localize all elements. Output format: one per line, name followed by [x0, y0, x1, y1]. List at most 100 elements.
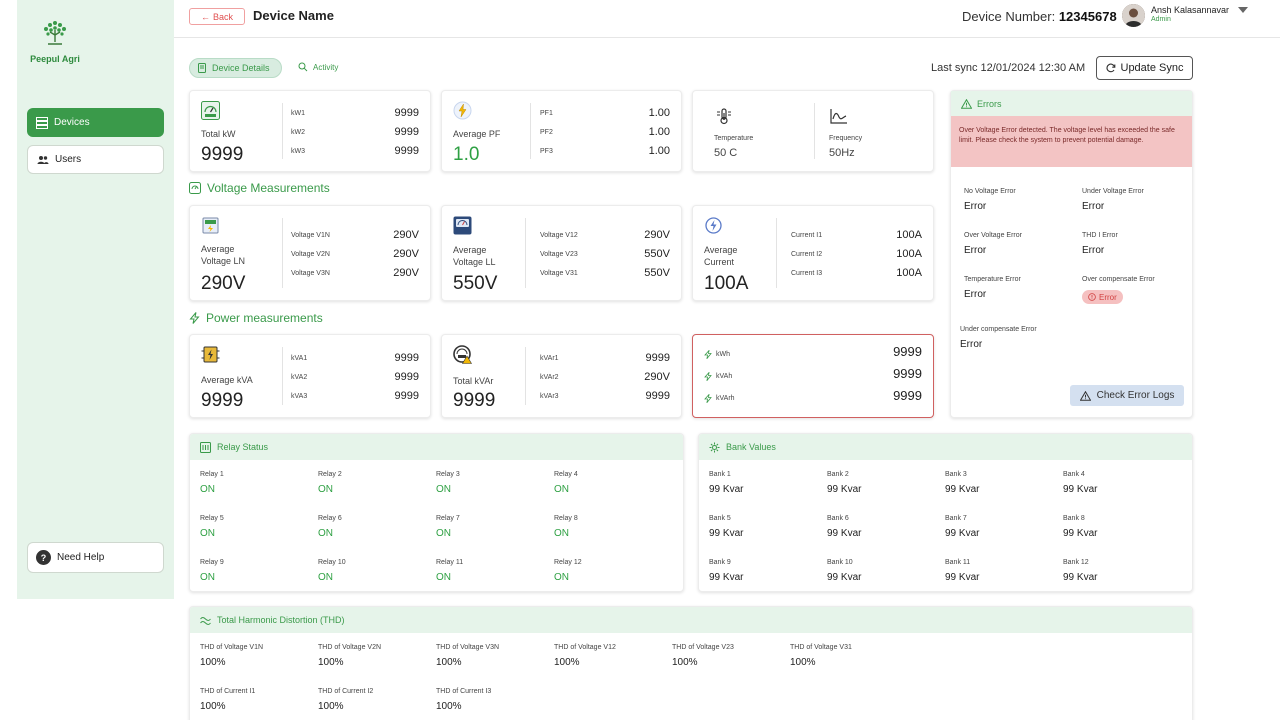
sidebar-item-devices[interactable]: Devices [27, 108, 164, 137]
error-badge-label: Error [1099, 292, 1117, 302]
kva2-label: kVA2 [291, 374, 308, 381]
refresh-icon [1105, 63, 1115, 73]
page-title: Device Name [253, 8, 334, 23]
relay-label: Relay 12 [554, 559, 582, 566]
thd-label: THD of Voltage V23 [672, 644, 734, 651]
relay-value: ON [200, 484, 215, 495]
user-name: Ansh Kalasannavar [1151, 5, 1230, 15]
thd-value: 100% [200, 657, 226, 668]
error-item-label: Temperature Error [964, 276, 1021, 283]
thd-value: 100% [436, 657, 462, 668]
relay-label: Relay 5 [200, 515, 224, 522]
temperature-label: Temperature [714, 135, 754, 142]
bank-value: 99 Kvar [945, 528, 980, 539]
relay-status-header: Relay Status [190, 434, 683, 460]
bank-label: Bank 3 [945, 471, 967, 478]
error-status-badge: Error [1082, 290, 1123, 304]
pf1-label: PF1 [540, 110, 553, 117]
tab-device-details[interactable]: Device Details [189, 58, 282, 78]
error-item-value: Error [964, 289, 987, 300]
update-sync-button[interactable]: Update Sync [1096, 56, 1193, 80]
average-pf-label: Average PF [453, 129, 501, 139]
bank-label: Bank 8 [1063, 515, 1085, 522]
brand-logo[interactable]: Peepul Agri [27, 18, 83, 64]
need-help-button[interactable]: ? Need Help [27, 542, 164, 573]
meter-gauge-icon [201, 101, 220, 120]
chevron-down-icon[interactable] [1238, 7, 1248, 13]
voltage-v3n-label: Voltage V3N [291, 270, 330, 277]
avg-voltage-ll-value: 550V [453, 273, 498, 294]
last-sync-text: Last sync 12/01/2024 12:30 AM [931, 62, 1086, 74]
bank-value: 99 Kvar [827, 484, 862, 495]
avg-voltage-ln-label-1: Average [201, 244, 235, 254]
relay-value: ON [318, 572, 333, 583]
error-item-label: Under Voltage Error [1082, 188, 1144, 195]
kw1-value: 9999 [394, 107, 419, 119]
avg-kva-label: Average kVA [201, 375, 253, 385]
error-item-value: Error [964, 245, 987, 256]
error-item-label: Over Voltage Error [964, 232, 1022, 239]
voltage-v3n-value: 290V [393, 267, 419, 279]
thd-label: THD of Voltage V1N [200, 644, 264, 651]
error-item-value: Error [1082, 201, 1105, 212]
kvarh-label: kVArh [716, 395, 735, 402]
bank-label: Bank 10 [827, 559, 853, 566]
bank-label: Bank 9 [709, 559, 731, 566]
current-i2-value: 100A [896, 248, 922, 260]
thd-header: Total Harmonic Distortion (THD) [190, 607, 1192, 633]
kvarh-value: 9999 [893, 388, 922, 403]
device-number: Device Number: 12345678 [962, 9, 1117, 24]
server-icon [36, 116, 48, 129]
bank-value: 99 Kvar [709, 572, 744, 583]
power-factor-icon [453, 101, 472, 120]
device-number-label: Device Number: [962, 9, 1056, 24]
kvar-meter-warning-icon [453, 345, 472, 364]
voltage-v2n-value: 290V [393, 248, 419, 260]
current-i1-value: 100A [896, 229, 922, 241]
bank-value: 99 Kvar [945, 572, 980, 583]
kvah-label: kVAh [716, 373, 733, 380]
kvarh-row: kVArh [704, 394, 735, 403]
average-voltage-ln-card: Average Voltage LN 290V Voltage V1N 290V… [189, 205, 431, 301]
total-kw-card: Total kW 9999 kW1 9999 kW2 9999 kW3 9999 [189, 90, 431, 172]
kva3-value: 9999 [394, 390, 419, 402]
kw1-label: kW1 [291, 110, 305, 117]
voltmeter-icon [453, 216, 472, 235]
check-error-logs-button[interactable]: Check Error Logs [1070, 385, 1184, 406]
frequency-wave-icon [830, 109, 847, 124]
back-button[interactable]: ← Back [189, 8, 245, 25]
warning-triangle-icon [961, 98, 972, 109]
error-item-label: Under compensate Error [960, 326, 1037, 333]
errors-header: Errors [951, 91, 1192, 116]
thd-value: 100% [318, 701, 344, 712]
current-i3-label: Current I3 [791, 270, 823, 277]
relay-value: ON [436, 572, 451, 583]
tab-label: Activity [313, 62, 339, 72]
tab-activity[interactable]: Activity [298, 62, 338, 72]
kvah-value: 9999 [893, 366, 922, 381]
relay-value: ON [200, 528, 215, 539]
kva2-value: 9999 [394, 371, 419, 383]
kw3-label: kW3 [291, 148, 305, 155]
relay-label: Relay 4 [554, 471, 578, 478]
sidebar-item-users[interactable]: Users [27, 145, 164, 174]
bank-label: Bank 7 [945, 515, 967, 522]
bank-label: Bank 12 [1063, 559, 1089, 566]
thd-label: THD of Current I1 [200, 688, 256, 695]
bank-label: Bank 11 [945, 559, 971, 566]
kva-meter-icon [201, 346, 220, 363]
relay-circuit-icon [200, 441, 211, 453]
relay-label: Relay 1 [200, 471, 224, 478]
relay-value: ON [200, 572, 215, 583]
pf2-value: 1.00 [648, 126, 670, 138]
frequency-label: Frequency [829, 135, 863, 142]
average-pf-card: Average PF 1.0 PF1 1.00 PF2 1.00 PF3 1.0… [441, 90, 682, 172]
lightning-icon [704, 350, 712, 359]
pf1-value: 1.00 [648, 107, 670, 119]
relay-status-panel: Relay Status Relay 1 ON Relay 2 ON Relay 3 ON… [189, 433, 684, 592]
errors-card: Errors Over Voltage Error detected. The … [950, 90, 1193, 418]
kva1-value: 9999 [394, 352, 419, 364]
avatar[interactable] [1122, 4, 1145, 27]
bank-value: 99 Kvar [709, 528, 744, 539]
kva3-label: kVA3 [291, 393, 308, 400]
